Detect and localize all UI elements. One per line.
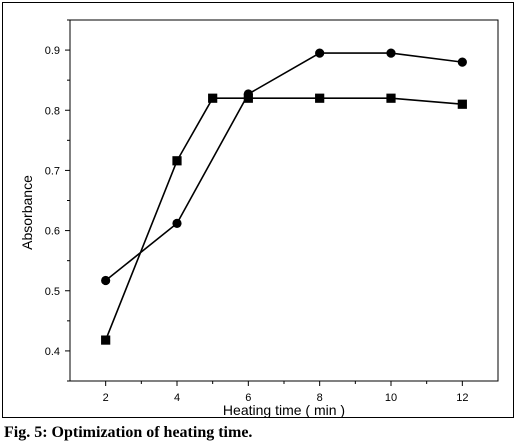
chart-svg: 2 4 6 8 10 12 0.4 0.5 0.6 0.7 0.8 0.9 Heating time …: [19, 19, 499, 418]
y-tick-label: 0.4: [45, 346, 60, 358]
figure-frame: [2, 2, 514, 418]
series-circle: [101, 48, 467, 286]
x-tick-label: 10: [385, 392, 397, 404]
y-tick-label: 0.7: [45, 165, 60, 177]
data-point-square: [208, 93, 218, 103]
data-point-circle: [172, 218, 182, 228]
y-tick-label: 0.5: [45, 286, 60, 298]
y-tick-label: 0.8: [45, 105, 60, 117]
data-point-square: [243, 93, 253, 103]
y-axis-label: Absorbance: [19, 175, 35, 250]
data-point-square: [386, 93, 396, 103]
data-point-circle: [386, 48, 396, 58]
data-point-square: [101, 335, 111, 345]
data-point-square: [315, 93, 325, 103]
data-point-circle: [457, 57, 467, 67]
x-axis-label: Heating time ( min ): [223, 402, 345, 418]
data-point-square: [172, 156, 182, 166]
data-point-circle: [101, 275, 111, 286]
series-layer: [101, 48, 467, 345]
x-tick-label: 4: [174, 392, 180, 404]
series-line: [104, 97, 463, 341]
series-line: [105, 52, 463, 282]
x-tick-label: 12: [456, 392, 468, 404]
x-tick-label: 2: [103, 392, 109, 404]
x-tick-label: 6: [245, 392, 251, 404]
axes: 2 4 6 8 10 12 0.4 0.5 0.6 0.7 0.8 0.9: [45, 19, 499, 404]
data-point-circle: [315, 48, 325, 58]
y-tick-label: 0.6: [45, 226, 60, 238]
series-square: [101, 93, 467, 345]
y-tick-label: 0.9: [45, 45, 60, 57]
x-tick-label: 8: [317, 392, 323, 404]
data-point-square: [457, 99, 467, 109]
figure-caption: Fig. 5: Optimization of heating time.: [4, 424, 253, 441]
